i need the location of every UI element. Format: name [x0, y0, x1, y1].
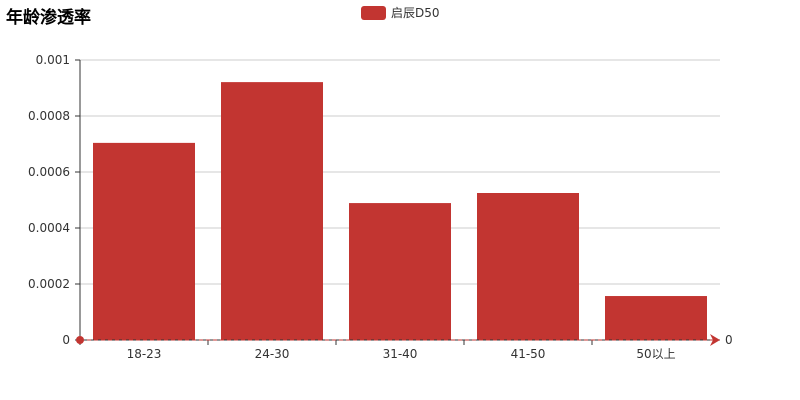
mark-line-start [76, 336, 84, 344]
bar [349, 203, 451, 340]
x-tick-label: 31-40 [383, 347, 418, 361]
bar [93, 142, 195, 340]
y-tick-label: 0.0002 [28, 277, 70, 291]
bar [221, 82, 323, 341]
x-tick-label: 41-50 [511, 347, 546, 361]
mark-line-label: 0 [725, 333, 733, 347]
mark-line-arrow [710, 334, 720, 346]
y-tick-label: 0.001 [36, 53, 70, 67]
y-tick-label: 0.0004 [28, 221, 70, 235]
legend-item[interactable]: 启辰D50 [361, 4, 440, 21]
x-tick-label: 50以上 [636, 347, 675, 361]
legend-swatch [361, 5, 386, 20]
y-tick-label: 0.0008 [28, 109, 70, 123]
chart-title: 年龄渗透率 [6, 8, 91, 28]
bar [477, 193, 579, 340]
x-tick-label: 24-30 [255, 347, 290, 361]
y-tick-label: 0 [62, 333, 70, 347]
x-tick-label: 18-23 [127, 347, 162, 361]
legend-label: 启辰D50 [391, 6, 440, 20]
y-tick-label: 0.0006 [28, 165, 70, 179]
bar [605, 296, 707, 340]
